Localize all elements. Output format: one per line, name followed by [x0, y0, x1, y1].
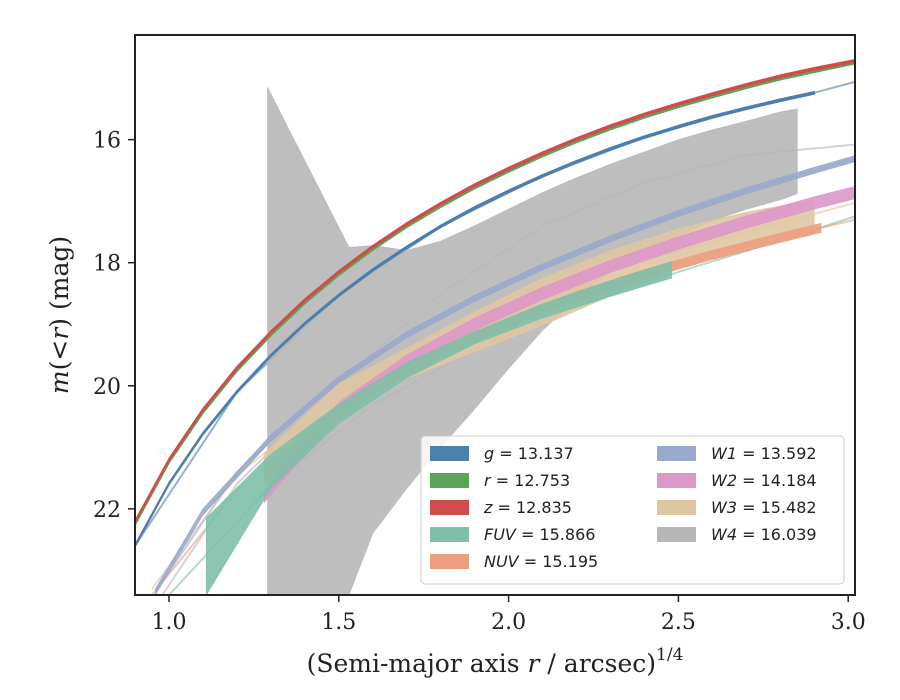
x-tick-label: 2.5: [661, 610, 696, 635]
y-tick-label: 20: [93, 375, 121, 400]
legend-label-nuv: NUV = 15.195: [484, 552, 598, 571]
y-axis-ticks: 16 18 20 22: [93, 129, 135, 523]
x-tick-label: 3.0: [831, 610, 866, 635]
legend: g = 13.137 r = 12.753 z = 12.835 FUV = 15.8…: [420, 435, 845, 585]
x-tick-label: 1.5: [321, 610, 356, 635]
legend-label-w4: W4 = 16.039: [711, 525, 817, 544]
y-axis-label: m(<r) (mag): [45, 236, 74, 394]
legend-swatch-w3: [657, 500, 696, 515]
y-tick-label: 18: [93, 252, 121, 277]
band-w4: [267, 87, 798, 595]
legend-label-fuv: FUV = 15.866: [484, 525, 595, 544]
legend-swatch-fuv: [430, 527, 469, 542]
x-tick-label: 1.0: [151, 610, 186, 635]
x-axis-label: (Semi-major axis r / arcsec)1/4: [307, 645, 684, 678]
band-fuv: [206, 261, 672, 595]
y-tick-label: 22: [93, 498, 121, 523]
band-g: [135, 90, 815, 548]
band-z: [135, 58, 855, 524]
legend-label-w3: W3 = 15.482: [711, 498, 817, 517]
legend-swatch-w1: [657, 446, 696, 461]
band-w1: [155, 155, 855, 595]
legend-label-r: r = 12.753: [484, 471, 570, 490]
legend-frame: [420, 435, 845, 585]
legend-label-z: z = 12.835: [483, 498, 572, 517]
legend-swatch-w2: [657, 473, 696, 488]
y-tick-label: 16: [93, 129, 121, 154]
x-axis-ticks: 1.0 1.5 2.0 2.5 3.0: [151, 595, 866, 635]
legend-swatch-w4: [657, 527, 696, 542]
data-bands: [135, 58, 855, 595]
legend-label-g: g = 13.137: [484, 444, 574, 463]
legend-label-w2: W2 = 14.184: [711, 471, 817, 490]
legend-label-w1: W1 = 13.592: [711, 444, 817, 463]
plot-frame: [134, 34, 856, 596]
legend-swatch-z: [430, 500, 469, 515]
legend-swatch-r: [430, 473, 469, 488]
x-tick-label: 2.0: [491, 610, 526, 635]
legend-swatch-nuv: [430, 554, 469, 569]
legend-swatch-g: [430, 446, 469, 461]
